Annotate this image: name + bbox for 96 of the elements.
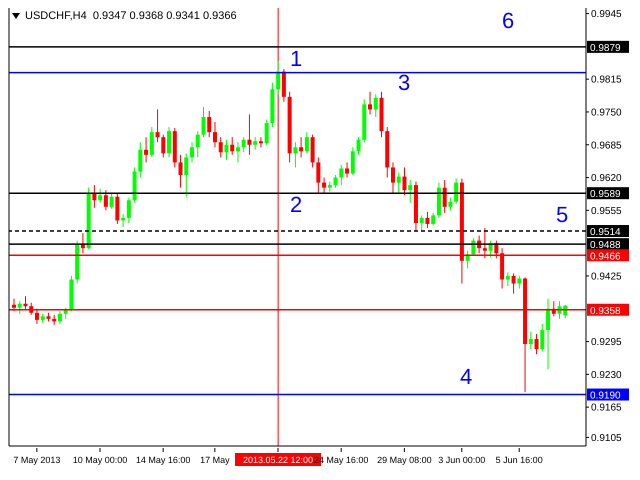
- chart-title: USDCHF,H4 0.9347 0.9368 0.9341 0.9366: [25, 10, 237, 22]
- x-tick-label: 29 May 08:00: [377, 455, 432, 465]
- y-tick-label: 0.9165: [591, 402, 622, 414]
- candlestick: [58, 310, 62, 324]
- candlestick: [304, 132, 309, 154]
- candlestick: [201, 106, 206, 138]
- annotation: 4: [460, 364, 472, 389]
- candlestick: [431, 212, 436, 226]
- candlestick: [230, 136, 234, 156]
- candlestick: [247, 114, 252, 156]
- candlestick: [196, 130, 200, 158]
- x-tick-label: 14 May 16:00: [136, 455, 190, 465]
- ref-line-label: 0.9589: [590, 189, 622, 200]
- candlestick: [253, 136, 258, 150]
- y-tick-label: 0.9750: [591, 108, 622, 118]
- candlestick: [512, 272, 516, 294]
- candlestick: [328, 181, 332, 192]
- y-tick-label: 0.9685: [591, 140, 622, 152]
- candlestick: [540, 323, 544, 352]
- candlestick: [184, 152, 188, 198]
- candlestick: [150, 126, 154, 158]
- candlestick: [316, 156, 320, 194]
- candlestick: [442, 180, 447, 214]
- candlestick: [126, 197, 131, 224]
- candlestick: [190, 142, 194, 163]
- candlestick: [242, 136, 246, 153]
- candlestick: [528, 330, 533, 350]
- y-tick-label: 0.9230: [591, 370, 622, 381]
- candlestick: [334, 174, 338, 188]
- annotation: 5: [556, 202, 568, 227]
- candlestick: [121, 213, 126, 228]
- annotation: 2: [290, 192, 302, 217]
- annotation: 1: [290, 46, 302, 71]
- y-tick-label: 0.9295: [591, 337, 622, 348]
- candlestick: [322, 177, 326, 194]
- ref-line-label: 0.9488: [590, 240, 622, 252]
- candlestick: [293, 142, 298, 168]
- candlestick: [345, 162, 350, 178]
- candlestick: [110, 192, 114, 210]
- candlestick: [374, 94, 378, 118]
- x-tick-label: 7 May 2013: [13, 455, 60, 465]
- candlestick: [138, 142, 142, 178]
- ref-line-label: 0.9466: [590, 251, 622, 262]
- candlestick: [299, 136, 304, 158]
- candlestick: [368, 91, 372, 115]
- y-tick-label: 0.9105: [591, 432, 622, 444]
- candlestick: [264, 119, 269, 146]
- candlestick: [115, 193, 120, 224]
- candlestick: [104, 190, 108, 211]
- candlestick: [534, 333, 539, 355]
- candlestick: [408, 180, 412, 204]
- candlestick: [161, 134, 166, 158]
- y-tick-label: 0.9945: [591, 9, 622, 20]
- candlestick: [218, 136, 223, 158]
- x-tick-label: 17 May: [200, 455, 230, 465]
- candlestick: [224, 139, 228, 160]
- candlestick: [339, 164, 344, 186]
- y-tick-label: 0.9620: [591, 173, 622, 184]
- candlestick: [18, 300, 22, 314]
- y-tick-label: 0.9425: [591, 271, 622, 282]
- candlestick: [207, 110, 212, 138]
- candlestick: [258, 136, 263, 148]
- candlestick: [40, 313, 45, 324]
- candlestick: [144, 136, 148, 163]
- candlestick: [390, 162, 395, 194]
- candlestick: [506, 272, 510, 287]
- x-tick-label: 2013.05.22 12:00: [242, 455, 314, 465]
- candlestick: [52, 314, 56, 326]
- candlestick: [517, 275, 522, 290]
- candlestick: [167, 126, 172, 158]
- candlestick: [448, 197, 452, 211]
- candlestick: [356, 136, 361, 156]
- candlestick: [98, 188, 102, 204]
- ref-line-label: 0.9190: [590, 390, 622, 402]
- candlestick: [402, 166, 406, 196]
- annotation: 3: [398, 70, 410, 95]
- x-tick-label: 10 May 00:00: [72, 455, 128, 465]
- ref-line-label: 0.9514: [590, 227, 622, 238]
- x-tick-label: 3 Jun 00:00: [438, 455, 486, 465]
- candlestick: [396, 172, 401, 194]
- candlestick: [178, 154, 183, 188]
- candlestick: [420, 214, 424, 232]
- candlestick: [454, 178, 458, 204]
- ref-line-label: 0.9358: [590, 306, 622, 317]
- candlestick: [546, 298, 550, 370]
- annotation: 6: [502, 8, 514, 33]
- candlestick: [350, 146, 355, 176]
- y-tick-label: 0.9555: [591, 206, 622, 217]
- ref-line-label: 0.9879: [590, 42, 622, 54]
- candlestick: [156, 108, 160, 143]
- candlestick: [212, 122, 217, 148]
- candlestick: [276, 60, 280, 95]
- candlestick: [425, 211, 430, 229]
- y-tick-label: 0.9815: [591, 74, 622, 86]
- candlestick: [236, 142, 240, 163]
- x-tick-label: 5 Jun 16:00: [496, 455, 543, 465]
